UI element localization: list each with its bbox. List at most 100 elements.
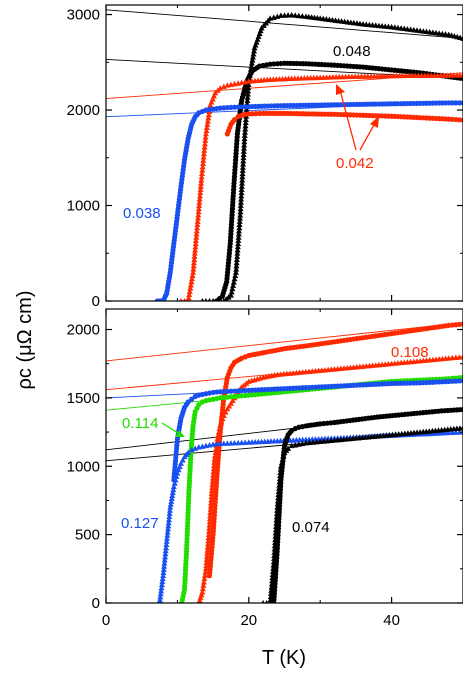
bottom-series-1-point [206, 522, 213, 528]
top-y-tick-label: 1000 [67, 198, 100, 215]
top-series-2-point [194, 218, 201, 224]
top-series-2-point [209, 96, 216, 102]
bottom-panel: 0 500 1000 1500 2000 0 20 40 0.108 0.114 0.127 … [67, 308, 463, 629]
bottom-series-6-point [280, 453, 287, 459]
top-series-0-point [241, 132, 248, 138]
top-series-2-point [203, 124, 210, 130]
top-series-0 [200, 12, 463, 301]
top-y-tick-label: 0 [92, 293, 100, 310]
top-series-0-point [460, 35, 463, 41]
bottom-series-4-point [176, 463, 183, 470]
top-series-0-point [242, 119, 249, 126]
top-series-2-point [186, 291, 193, 298]
bottom-series-4-point [164, 532, 171, 538]
top-series-2-point [200, 157, 207, 163]
top-series-2-point [200, 150, 207, 157]
bottom-series-4-point [158, 581, 165, 588]
bottom-series-6-point [274, 504, 281, 510]
top-series-2-point [200, 154, 207, 160]
bottom-series-1-point [198, 591, 205, 598]
bottom-series-1-point [199, 589, 206, 595]
bottom-series-4-point [157, 590, 164, 597]
top-series-2-point [195, 212, 202, 218]
top-series-2-point [197, 189, 204, 196]
top-series-0-point [245, 87, 252, 94]
bottom-series-1-point [218, 419, 225, 425]
top-series-0-point [244, 94, 251, 100]
bottom-series-6-point [271, 546, 278, 552]
bottom-series-1-point [211, 462, 218, 469]
bottom-series-4-point [162, 554, 169, 560]
top-series-0-point [236, 221, 243, 228]
top-series-4-point [446, 100, 452, 106]
bottom-series-4-point [168, 495, 175, 501]
top-series-0-point [249, 57, 256, 63]
top-series-0-point [238, 183, 245, 189]
bottom-series-1-point [203, 556, 210, 562]
y-axis-label: ρc (μΩ cm) [14, 291, 36, 390]
top-series-2-point [195, 205, 202, 212]
top-series-0-point [241, 129, 248, 135]
top-series-2-point [198, 180, 205, 186]
top-series-0-point [241, 135, 248, 142]
x-axis-label: T (K) [262, 647, 306, 669]
bottom-x-tick-label: 20 [240, 612, 257, 629]
top-series-0-point [295, 12, 302, 19]
top-series-2-point [205, 114, 212, 121]
top-series-0-point [228, 288, 235, 295]
bottom-series-6-point [276, 482, 283, 488]
bottom-series-1-point [205, 540, 212, 547]
bottom-series-6-point [279, 456, 286, 462]
bottom-series-4-point [185, 449, 192, 455]
top-series-0-point [204, 298, 208, 301]
bottom-series-1-point [204, 550, 211, 556]
top-series-0-point [244, 97, 251, 103]
bottom-series-6-point [275, 494, 282, 501]
top-panel: 0 1000 2000 3000 0.048 0.042 0.038 [67, 4, 463, 310]
bottom-series-4-point [157, 593, 164, 600]
bottom-series-4-point [165, 519, 172, 526]
top-series-0-point [239, 180, 246, 186]
bottom-series-6-point [276, 479, 283, 485]
top-series-2-point [204, 121, 211, 127]
bottom-series-6-point [277, 469, 284, 475]
top-series-0-point [242, 126, 249, 132]
bottom-series-4-point [163, 541, 170, 547]
top-series-0-point [249, 54, 256, 60]
bottom-series-1-point [206, 519, 213, 525]
bottom-series-6-point [269, 568, 276, 574]
top-series-2-point [196, 199, 203, 205]
top-series-0-point [207, 298, 212, 301]
bottom-series-6-point [274, 507, 281, 513]
bottom-series-6-point [275, 488, 282, 494]
top-series-0-point [237, 212, 244, 218]
bottom-series-4-point [165, 522, 172, 529]
top-series-2-point [199, 160, 206, 167]
top-series-0-point [299, 13, 306, 19]
top-series-2 [179, 72, 463, 301]
top-series-2-point [207, 102, 214, 108]
top-series-2-point [195, 208, 202, 215]
top-series-0-point [243, 107, 250, 113]
top-series-0-point [241, 142, 248, 148]
bottom-series-1-point [206, 525, 213, 531]
bottom-series-4-point [173, 473, 180, 479]
bottom-series-1-point [209, 478, 216, 484]
label-0-074: 0.074 [292, 519, 330, 536]
bottom-series-6-point [273, 513, 280, 520]
bottom-series-1-point [208, 496, 215, 503]
bottom-series-1-point [205, 534, 212, 541]
bottom-series-4-point [168, 498, 175, 504]
label-0-042: 0.042 [336, 155, 374, 172]
top-series-0-point [236, 227, 243, 234]
bottom-series-1-point [208, 493, 215, 500]
bottom-series-0-point [460, 321, 463, 327]
top-series-0-point [236, 215, 243, 221]
top-series-2-point [193, 227, 200, 234]
top-series-0-point [254, 36, 261, 42]
top-series-0-point [237, 208, 244, 215]
top-series-2-point [179, 298, 183, 301]
top-series-3 [224, 110, 463, 137]
bottom-series-4-point [177, 460, 184, 466]
